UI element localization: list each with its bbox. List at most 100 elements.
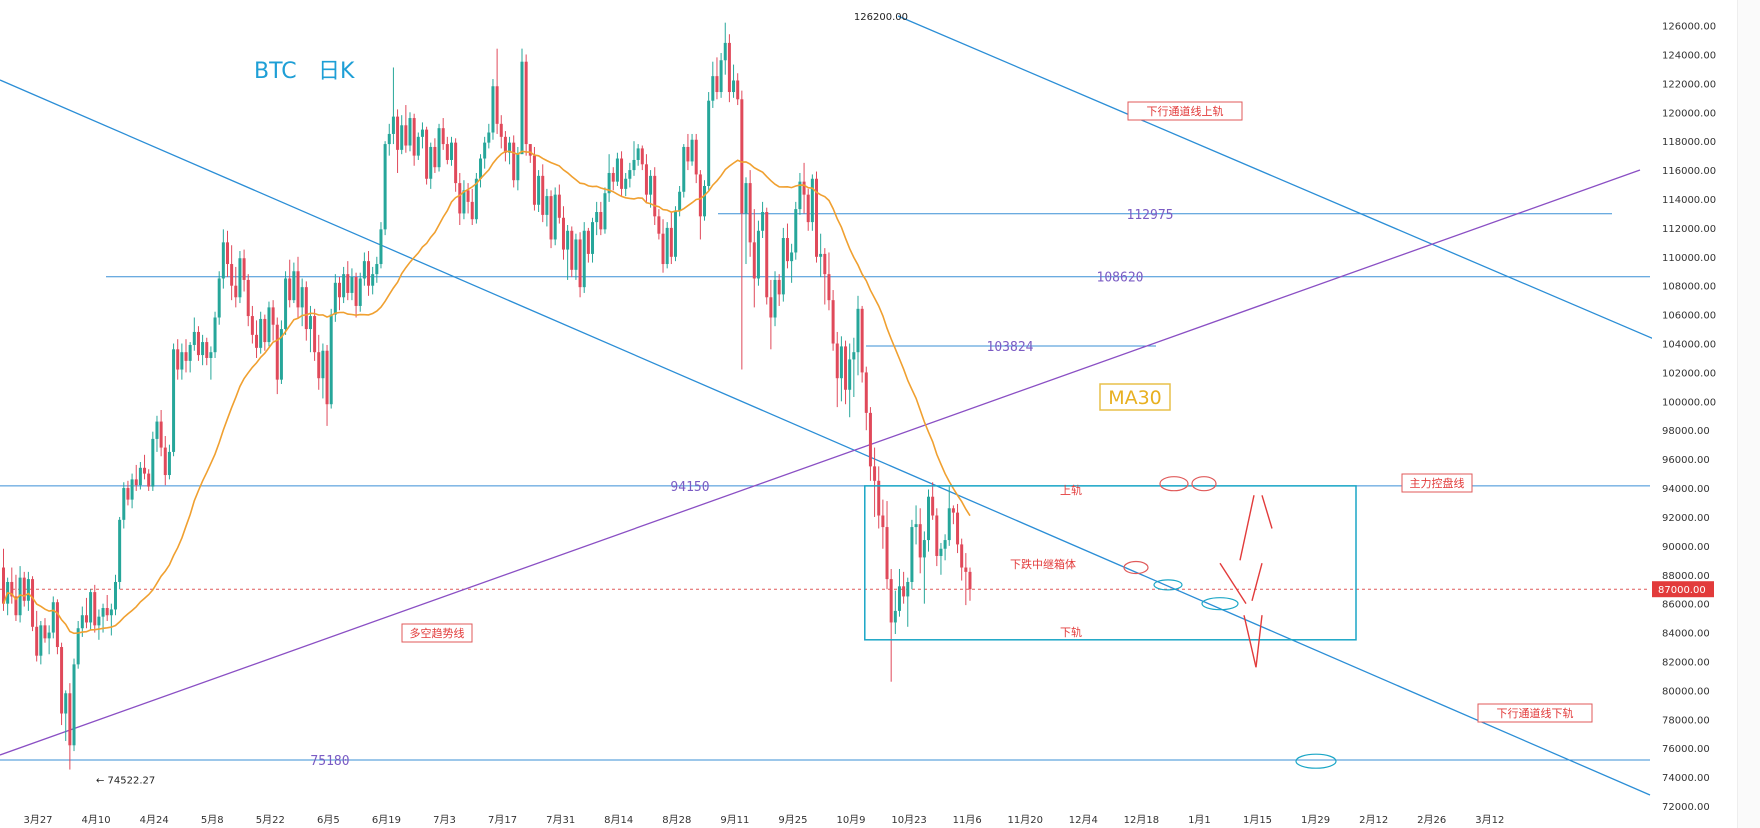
candle-body [557,194,561,218]
candle-body [416,136,420,156]
candle-body [130,479,134,500]
candle-body [296,271,300,308]
candle-body [284,278,288,330]
candle-body [541,175,545,215]
candle-body [126,488,130,500]
candle-body [516,154,520,181]
candle-body [682,146,686,192]
date-tick-label: 8月14 [604,814,633,826]
arrow-line [1219,562,1247,605]
chart-timeframe: 日K [318,59,355,84]
candle-body [566,230,570,250]
date-tick-label: 5月8 [201,814,224,826]
candle-body [84,615,88,623]
candle-body [250,316,254,335]
price-tick-label: 114000.00 [1662,195,1716,206]
candle-body [437,128,441,168]
price-tick-label: 116000.00 [1662,166,1716,177]
candle-body [698,174,702,217]
arrow-line [1251,563,1263,601]
candle-body [902,586,906,597]
candle-body [914,524,918,528]
candle-body [665,227,669,265]
candle-body [956,512,960,545]
price-tick-label: 84000.00 [1662,629,1710,640]
right-toolbar [1737,0,1760,828]
candle-body [362,261,366,279]
date-tick-label: 9月25 [778,814,807,826]
downtrend-upper-label-frame [1127,101,1243,121]
candle-body [628,170,632,179]
candle-body [271,307,275,325]
candle-body [304,287,308,330]
candle-body [707,100,711,186]
price-tick-label: 124000.00 [1662,50,1716,61]
candle-body [561,217,565,250]
date-tick-label: 10月9 [836,814,865,826]
bull-bear-line-label-frame [401,623,473,643]
date-tick-label: 8月28 [662,814,691,826]
candle-body [935,515,939,556]
marker-ellipse [1123,560,1149,575]
candle-body [744,183,748,214]
candle-body [288,278,292,301]
candle-body [221,242,225,279]
candle-body [524,61,528,145]
candle-body [176,349,180,370]
candle-body [781,238,785,295]
marker-ellipse [1153,579,1183,591]
date-tick-label: 6月5 [317,814,340,826]
date-tick-label: 11月20 [1007,814,1042,826]
price-tick-label: 80000.00 [1662,686,1710,697]
price-tick-label: 76000.00 [1662,744,1710,755]
price-tick-label: 110000.00 [1662,253,1716,264]
candle-body [387,133,391,145]
candle-body [939,548,943,556]
candle-body [906,581,910,597]
candle-body [640,148,644,165]
candle-body [242,258,246,280]
candle-body [209,352,213,358]
candle-body [499,123,503,137]
candle-body [192,331,196,345]
candle-body [661,233,665,265]
candle-body [329,314,333,405]
price-tick-label: 90000.00 [1662,542,1710,553]
candle-body [723,42,727,61]
bull-bear-line-label: 多空趋势线 [410,626,465,640]
candle-body [765,212,769,298]
candle-body [371,274,375,286]
candle-body [333,282,337,315]
candle-body [922,540,926,558]
candle-body [292,271,296,301]
candle-body [31,579,35,627]
candle-body [163,447,167,476]
candle-body [445,144,449,160]
candle-body [26,579,30,601]
price-tick-label: 86000.00 [1662,600,1710,611]
candle-body [47,632,51,639]
price-tick-label: 74000.00 [1662,773,1710,784]
candle-body [342,274,346,298]
candle-body [143,467,147,474]
current-price-label: 87000.00 [1658,585,1706,596]
candle-body [740,99,744,214]
candle-body [615,158,619,182]
arrow-line [1255,615,1263,668]
candle-body [607,172,611,194]
price-tick-label: 126000.00 [1662,22,1716,33]
candle-body [180,352,184,370]
candle-body [80,615,84,629]
candle-body [669,227,673,257]
candle-body [470,201,474,220]
candle-body [213,317,217,353]
main-control-line-label-frame [1401,473,1473,493]
candle-body [483,142,487,159]
level-label: 103824 [987,340,1034,355]
candle-body [968,571,972,590]
candle-body [603,193,607,230]
candle-body [653,175,657,217]
date-tick-label: 12月4 [1069,814,1098,826]
candle-body [420,129,424,137]
